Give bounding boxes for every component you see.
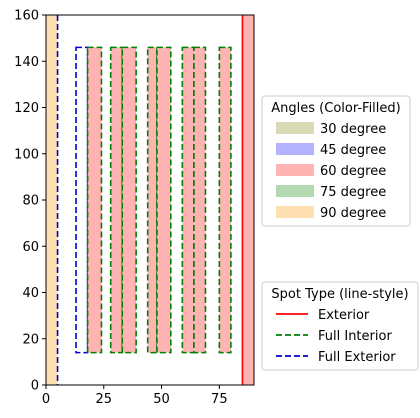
legend-label: Full Interior [318,329,392,344]
legend-entry-60-degree: 60 degree [276,164,386,179]
legend-entry-exterior: Exterior [276,308,370,323]
region-outline-full-interior [86,46,103,354]
legend-swatch [276,143,314,155]
region-fill-60-degree [147,47,157,353]
legend-label: Exterior [318,308,370,323]
legend-swatch [276,164,314,176]
y-tick-label: 40 [22,286,39,301]
region-fill-60-degree [156,47,171,353]
region-outline-full-interior [218,46,232,354]
legend-entry-90-degree: 90 degree [276,206,386,221]
y-tick-label: 140 [14,55,39,70]
region-9 [181,46,195,354]
region-fill-90-degree [46,15,58,385]
region-3 [75,46,89,354]
legend-label: 45 degree [320,143,386,158]
region-fill-60-degree [182,47,194,353]
region-5 [109,46,124,354]
legend-label: Full Exterior [318,350,396,365]
legend-title: Angles (Color-Filled) [271,101,400,116]
y-tick-label: 100 [14,147,39,162]
legend-entry-full-interior: Full Interior [276,329,392,344]
x-tick-label: 75 [211,392,228,407]
x-tick-label: 0 [42,392,50,407]
legend-label: 90 degree [320,206,386,221]
region-10 [193,46,207,354]
region-fill-60-degree [219,47,231,353]
region-4 [86,46,103,354]
legend-frame [261,281,419,371]
legend-angles-color-filled: Angles (Color-Filled) 30 degree 45 degree 6… [261,95,411,227]
legend-label: 30 degree [320,122,386,137]
region-outline-full-interior [146,46,158,354]
region-fill-60-degree [122,47,137,353]
region-fill-60-degree [110,47,123,353]
y-tick-label: 120 [14,101,39,116]
region-fill-60-degree [242,15,254,385]
legend-label: 75 degree [320,185,386,200]
legend-spot-type-line-style: Spot Type (line-style) Exterior Full Inter… [261,281,419,371]
region-fill-60-degree [193,47,206,353]
region-outline-full-interior [121,46,137,354]
legend-swatch [276,185,314,197]
region-fill-60-degree [87,47,102,353]
legends: Angles (Color-Filled) 30 degree 45 degree 6… [261,95,419,371]
legend-swatch [276,122,314,134]
region-11 [218,46,232,354]
y-tick-label: 0 [31,379,39,394]
region-outline-full-interior [193,46,207,354]
x-tick-label: 50 [153,392,170,407]
y-tick-label: 160 [14,9,39,24]
legend-label: 60 degree [320,164,386,179]
legend-swatch [276,206,314,218]
region-8 [156,46,172,354]
region-outline-full-exterior [75,46,89,354]
plot-area [46,15,254,385]
legend-entry-45-degree: 45 degree [276,143,386,158]
y-tick-label: 20 [22,332,39,347]
region-7 [146,46,158,354]
region-outline-full-interior [156,46,172,354]
x-tick-label: 25 [96,392,113,407]
y-tick-label: 80 [22,194,39,209]
y-tick-label: 60 [22,240,39,255]
legend-entry-30-degree: 30 degree [276,122,386,137]
legend-entry-full-exterior: Full Exterior [276,350,396,365]
axes: 0 25 50 75 0 20 40 60 80 100 120 140 160 [14,9,255,407]
region-2 [241,15,254,385]
legend-entry-75-degree: 75 degree [276,185,386,200]
legend-title: Spot Type (line-style) [271,287,408,302]
region-1 [46,15,59,385]
region-6 [121,46,137,354]
